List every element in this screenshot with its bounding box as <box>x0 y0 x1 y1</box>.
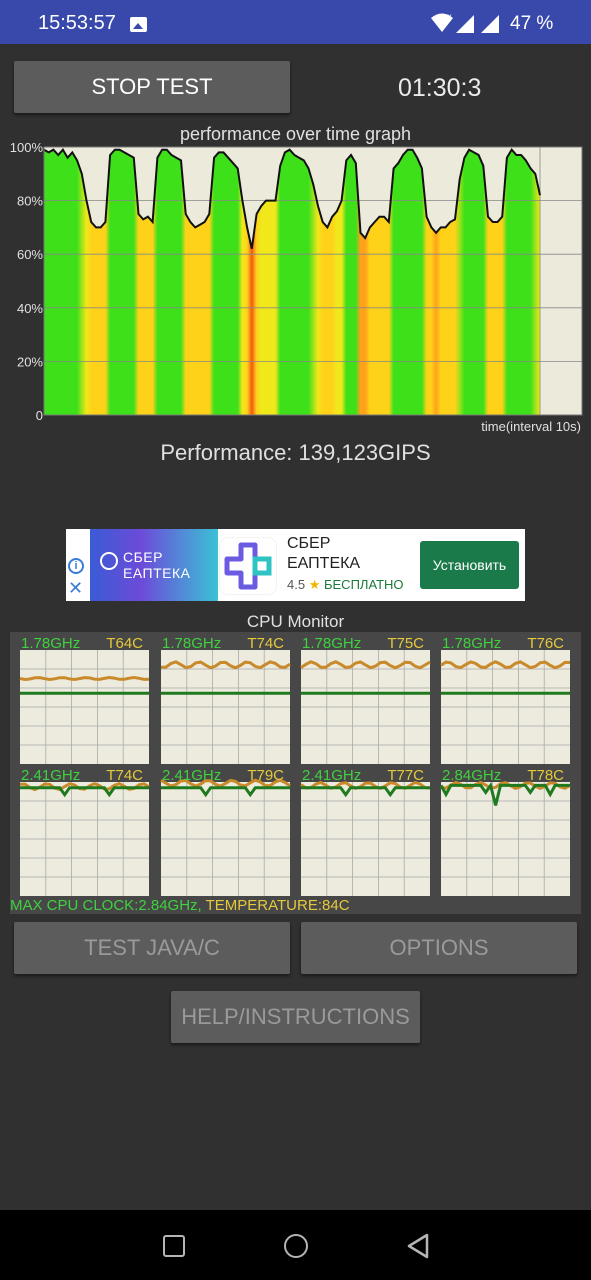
cpu-core-freq: 2.84GHz <box>442 767 501 784</box>
cpu-core-freq: 2.41GHz <box>21 767 80 784</box>
cpu-core-temp: T75C <box>387 635 424 652</box>
max-cpu-clock: MAX CPU CLOCK:2.84GHz, <box>10 897 202 914</box>
ad-brand-text: СБЕР ЕАПТЕКА <box>123 549 191 581</box>
home-icon[interactable] <box>284 1234 308 1258</box>
cpu-core-freq: 2.41GHz <box>162 767 221 784</box>
cpu-core-temp: T78C <box>527 767 564 784</box>
ad-brand-banner[interactable]: СБЕР ЕАПТЕКА <box>90 529 218 601</box>
gallery-notification-icon <box>130 17 147 32</box>
graph-plot-border <box>43 146 583 416</box>
cell-signal-icon <box>456 15 474 33</box>
graph-y-tick-label: 80% <box>17 194 43 209</box>
cpu-monitor-title: CPU Monitor <box>246 612 345 631</box>
options-button[interactable]: OPTIONS <box>301 922 577 974</box>
star-icon: ★ <box>308 577 321 592</box>
back-icon[interactable] <box>405 1232 431 1260</box>
cpu-core-freq: 2.41GHz <box>302 767 361 784</box>
wifi-icon: x <box>431 12 453 32</box>
graph-y-tick-label: 0 <box>36 408 43 423</box>
stop-test-button[interactable]: STOP TEST <box>14 61 290 113</box>
cpu-core-graph: 2.84GHz T78C <box>439 767 571 896</box>
cpu-temp-line <box>19 675 150 682</box>
cpu-summary: MAX CPU CLOCK:2.84GHz, TEMPERATURE:84C <box>10 897 350 914</box>
cpu-temp-line <box>300 660 431 670</box>
graph-y-tick-label: 20% <box>17 354 43 369</box>
cpu-freq-line <box>439 781 570 806</box>
ad-title: СБЕР ЕАПТЕКА <box>287 535 361 572</box>
test-java-c-button[interactable]: TEST JAVA/C <box>14 922 290 974</box>
status-time: 15:53:57 <box>38 12 116 34</box>
performance-graph: 100% 80% 60% 40% 20% 0 time(interval 10s) <box>10 140 583 434</box>
cpu-temp-line <box>160 778 291 788</box>
cpu-core-graph: 2.41GHz T74C <box>19 767 150 896</box>
cpu-monitor-panel: 1.78GHz T64C 1.78GHz T74C 1.78GHz T75C 1.78GHz… <box>10 632 581 914</box>
cpu-core-temp: T64C <box>106 635 143 652</box>
cpu-core-graph: 1.78GHz T74C <box>160 635 291 764</box>
app-cross-icon <box>219 537 277 595</box>
cpu-core-graph: 1.78GHz T76C <box>440 635 571 764</box>
svg-text:x: x <box>447 12 452 21</box>
ad-install-button[interactable]: Установить <box>420 541 519 589</box>
cpu-temp-line <box>160 660 291 670</box>
cpu-freq-line <box>20 786 149 798</box>
recents-icon[interactable] <box>163 1235 185 1257</box>
ad-info-icon[interactable]: i <box>68 558 84 574</box>
cpu-freq-line <box>301 786 430 798</box>
cpu-core-graph: 2.41GHz T79C <box>160 767 291 896</box>
ad-close-icon[interactable]: ✕ <box>68 578 84 598</box>
cpu-temp-line <box>440 660 571 670</box>
cpu-core-freq: 1.78GHz <box>162 635 221 652</box>
cpu-core-freq: 1.78GHz <box>442 635 501 652</box>
graph-y-tick-label: 100% <box>10 140 44 155</box>
graph-performance-fill <box>44 147 540 415</box>
cpu-core-temp: T74C <box>106 767 143 784</box>
cpu-core-freq: 1.78GHz <box>302 635 361 652</box>
graph-y-tick-label: 40% <box>17 301 43 316</box>
cpu-core-temp: T74C <box>247 635 284 652</box>
cpu-core-graph: 1.78GHz T64C <box>19 635 150 764</box>
cpu-core-temp: T77C <box>387 767 424 784</box>
help-instructions-button[interactable]: HELP/INSTRUCTIONS <box>171 991 420 1043</box>
battery-percent: 47 % <box>510 13 554 34</box>
graph-mask <box>44 147 540 249</box>
elapsed-timer: 01:30:3 <box>398 74 482 102</box>
cpu-core-freq: 1.78GHz <box>21 635 80 652</box>
graph-y-ticks: 100% 80% 60% 40% 20% 0 <box>10 140 44 423</box>
sber-logo-icon <box>100 552 118 570</box>
graph-performance-line <box>43 148 541 250</box>
ad-rating: 4.5 ★ БЕСПЛАТНО <box>287 577 404 592</box>
ad-banner[interactable]: i ✕ СБЕР ЕАПТЕКА СБЕР ЕАПТЕКА 4.5 ★ БЕСП… <box>66 529 525 601</box>
cpu-freq-line <box>161 786 290 798</box>
graph-x-label: time(interval 10s) <box>481 419 581 434</box>
graph-y-tick-label: 60% <box>17 247 43 262</box>
cpu-temperature: TEMPERATURE:84C <box>201 897 350 914</box>
cell-signal-2-icon <box>481 15 499 33</box>
cpu-core-graph: 2.41GHz T77C <box>300 767 431 896</box>
status-bar: 15:53:57 x 47 % <box>0 0 591 44</box>
graph-title: performance over time graph <box>179 124 412 144</box>
cpu-core-temp: T76C <box>527 635 564 652</box>
performance-result: Performance: 139,123GIPS <box>160 440 431 465</box>
cpu-core-graphs: 1.78GHz T64C 1.78GHz T74C 1.78GHz T75C 1.78GHz… <box>19 635 571 896</box>
cpu-core-graph: 1.78GHz T75C <box>300 635 431 764</box>
cpu-core-temp: T79C <box>247 767 284 784</box>
